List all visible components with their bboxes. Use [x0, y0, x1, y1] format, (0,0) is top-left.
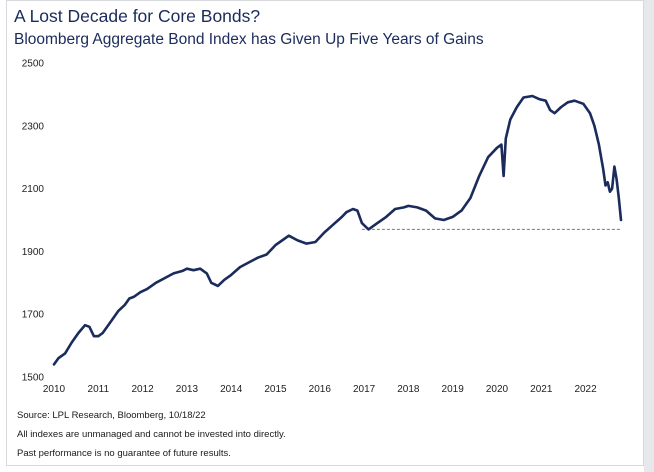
y-tick-label: 2100 — [22, 184, 45, 195]
x-tick-label: 2011 — [88, 384, 110, 395]
x-tick-label: 2014 — [220, 384, 243, 395]
x-tick-label: 2017 — [353, 384, 376, 395]
x-tick-label: 2012 — [131, 384, 154, 395]
series-line-bond-index — [52, 94, 623, 366]
y-tick-label: 2500 — [22, 59, 45, 70]
window-edge-strip — [644, 0, 654, 472]
y-tick-label: 1900 — [22, 247, 45, 258]
x-tick-label: 2016 — [309, 384, 332, 395]
x-tick-label: 2015 — [264, 384, 287, 395]
chart-notes: Source: LPL Research, Bloomberg, 10/18/2… — [17, 406, 286, 463]
y-tick-label: 1700 — [22, 310, 45, 321]
x-tick-label: 2021 — [530, 384, 553, 395]
x-tick-label: 2010 — [43, 384, 66, 395]
y-tick-label: 1500 — [22, 373, 45, 384]
chart-title: A Lost Decade for Core Bonds? — [14, 6, 261, 26]
x-tick-label: 2020 — [486, 384, 509, 395]
chart-subtitle: Bloomberg Aggregate Bond Index has Given… — [14, 31, 484, 48]
disclaimer-note: All indexes are unmanaged and cannot be … — [17, 429, 286, 440]
x-tick-label: 2013 — [176, 384, 199, 395]
source-note: Source: LPL Research, Bloomberg, 10/18/2… — [17, 410, 206, 421]
x-axis: 2010 2011 2012 2013 2014 2015 2016 2017 2018 2019… — [43, 384, 597, 395]
x-tick-label: 2022 — [574, 384, 597, 395]
x-tick-label: 2019 — [442, 384, 465, 395]
performance-note: Past performance is no guarantee of futu… — [17, 448, 231, 459]
y-axis: 1500 1700 1900 2100 2300 2500 — [22, 59, 45, 384]
x-tick-label: 2018 — [397, 384, 420, 395]
y-tick-label: 2300 — [22, 121, 45, 132]
